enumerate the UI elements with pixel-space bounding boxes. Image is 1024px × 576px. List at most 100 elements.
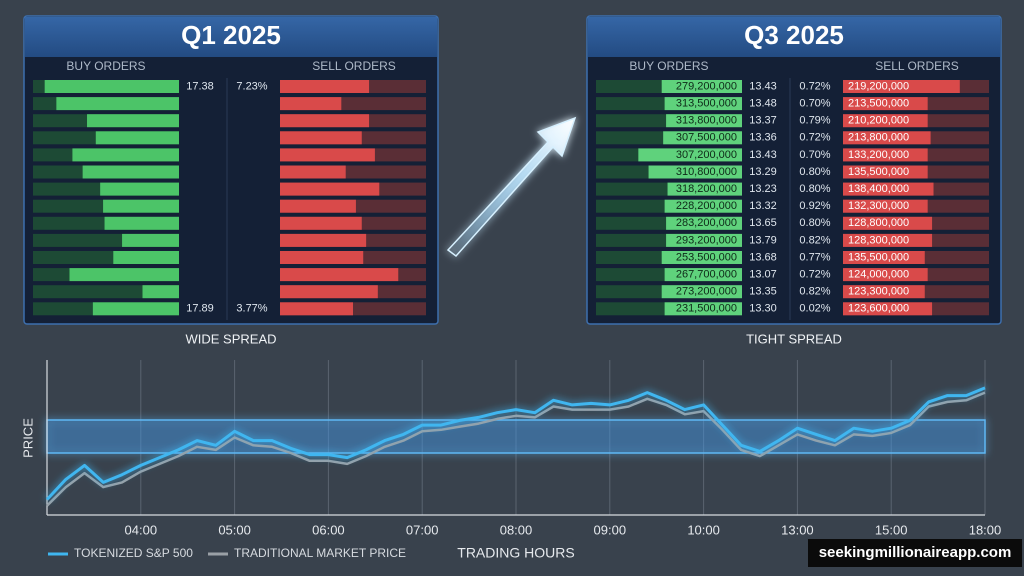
spread: 0.02% bbox=[799, 303, 830, 315]
highlight-band bbox=[46, 419, 986, 454]
price: 13.43 bbox=[749, 80, 777, 92]
buy-bar bbox=[44, 80, 180, 93]
sell-bar bbox=[843, 97, 928, 111]
sell-bar bbox=[280, 199, 356, 213]
buy-bar bbox=[667, 182, 742, 196]
buy-bar bbox=[82, 165, 179, 179]
x-axis-label: TRADING HOURS bbox=[457, 545, 574, 561]
buy-bar bbox=[638, 148, 742, 162]
spread: 0.80% bbox=[799, 217, 830, 229]
buy-bar bbox=[664, 302, 742, 316]
sell-bar bbox=[843, 302, 933, 316]
buy-volume: 313,800,000 bbox=[676, 115, 737, 127]
sell-bar bbox=[843, 268, 928, 282]
buy-bar bbox=[666, 114, 742, 128]
buy-header: BUY ORDERS bbox=[629, 59, 708, 73]
buy-volume: 307,500,000 bbox=[676, 132, 737, 144]
sell-volume: 210,200,000 bbox=[848, 115, 909, 127]
sell-bar bbox=[280, 233, 367, 247]
sell-bar bbox=[280, 285, 378, 299]
buy-bar bbox=[87, 114, 179, 128]
sell-volume: 123,300,000 bbox=[848, 286, 909, 298]
spread: 0.77% bbox=[799, 251, 830, 263]
sell-volume: 219,200,000 bbox=[848, 80, 909, 92]
sell-bar bbox=[280, 165, 346, 179]
buy-volume: 279,200,000 bbox=[676, 80, 737, 92]
order-book-panel: Q3 2025 BUY ORDERS SELL ORDERS TIGHT SPREAD… bbox=[586, 15, 1002, 346]
buy-bar bbox=[664, 199, 742, 213]
sell-bar bbox=[280, 216, 362, 230]
price: 13.79 bbox=[749, 234, 777, 246]
sell-bar bbox=[843, 80, 960, 93]
panel-title: Q1 2025 bbox=[181, 20, 281, 50]
x-tick-label: 07:00 bbox=[406, 522, 439, 537]
buy-bar bbox=[69, 268, 179, 282]
buy-volume: 228,200,000 bbox=[676, 200, 737, 212]
buy-bar bbox=[648, 165, 742, 179]
spread: 0.72% bbox=[799, 269, 830, 281]
price: 13.68 bbox=[749, 251, 777, 263]
buy-bar bbox=[661, 80, 742, 93]
x-tick-label: 15:00 bbox=[875, 522, 908, 537]
spread: 0.72% bbox=[799, 132, 830, 144]
x-tick-label: 04:00 bbox=[125, 522, 158, 537]
buy-bar bbox=[666, 216, 742, 230]
sell-bar bbox=[280, 131, 362, 145]
sell-volume: 128,800,000 bbox=[848, 217, 909, 229]
sell-bar bbox=[843, 131, 931, 145]
price: 13.30 bbox=[749, 303, 777, 315]
sell-volume: 213,800,000 bbox=[848, 132, 909, 144]
sell-bar bbox=[280, 302, 353, 316]
sell-bar bbox=[280, 268, 399, 282]
sell-volume: 124,000,000 bbox=[848, 269, 909, 281]
price: 13.35 bbox=[749, 286, 777, 298]
panel-header bbox=[588, 17, 1000, 57]
spread: 0.82% bbox=[799, 286, 830, 298]
buy-bar bbox=[664, 97, 742, 111]
legend-label: TOKENIZED S&P 500 bbox=[74, 546, 193, 560]
sell-volume: 133,200,000 bbox=[848, 149, 909, 161]
price: 13.36 bbox=[749, 132, 777, 144]
x-tick-label: 09:00 bbox=[594, 522, 627, 537]
sell-bar bbox=[843, 233, 933, 247]
sell-bar bbox=[843, 114, 928, 128]
sell-volume: 135,500,000 bbox=[848, 166, 909, 178]
legend-label: TRADITIONAL MARKET PRICE bbox=[234, 546, 406, 560]
buy-volume: 313,500,000 bbox=[676, 98, 737, 110]
spread: 0.80% bbox=[799, 166, 830, 178]
order-book-panel: Q1 2025 BUY ORDERS SELL ORDERS WIDE SPREAD 1… bbox=[23, 15, 439, 346]
buy-volume: 293,200,000 bbox=[676, 234, 737, 246]
x-tick-label: 10:00 bbox=[687, 522, 720, 537]
price: 13.48 bbox=[749, 98, 777, 110]
sell-bar bbox=[843, 216, 933, 230]
sell-bar bbox=[280, 182, 380, 196]
buy-bar bbox=[103, 199, 179, 213]
series-line bbox=[46, 391, 986, 507]
sell-header: SELL ORDERS bbox=[875, 59, 959, 73]
buy-volume: 310,800,000 bbox=[676, 166, 737, 178]
x-tick-label: 05:00 bbox=[218, 522, 251, 537]
buy-bar bbox=[100, 182, 179, 196]
sell-bar bbox=[843, 182, 934, 196]
spread: 0.72% bbox=[799, 80, 830, 92]
spread-caption: WIDE SPREAD bbox=[185, 331, 276, 346]
buy-volume: 253,500,000 bbox=[676, 251, 737, 263]
sell-bar bbox=[280, 114, 370, 128]
sell-volume: 123,600,000 bbox=[848, 303, 909, 315]
buy-bar bbox=[663, 131, 742, 145]
spread: 7.23% bbox=[236, 80, 267, 92]
sell-volume: 138,400,000 bbox=[848, 183, 909, 195]
sell-volume: 128,300,000 bbox=[848, 234, 909, 246]
buy-volume: 318,200,000 bbox=[676, 183, 737, 195]
buy-bar bbox=[661, 285, 742, 299]
buy-volume: 231,500,000 bbox=[676, 303, 737, 315]
buy-bar bbox=[661, 251, 742, 264]
x-tick-label: 18:00 bbox=[969, 522, 1002, 537]
buy-bar bbox=[142, 285, 179, 299]
spread: 0.70% bbox=[799, 149, 830, 161]
buy-bar bbox=[122, 233, 179, 247]
buy-volume: 273,200,000 bbox=[676, 286, 737, 298]
sell-volume: 132,300,000 bbox=[848, 200, 909, 212]
